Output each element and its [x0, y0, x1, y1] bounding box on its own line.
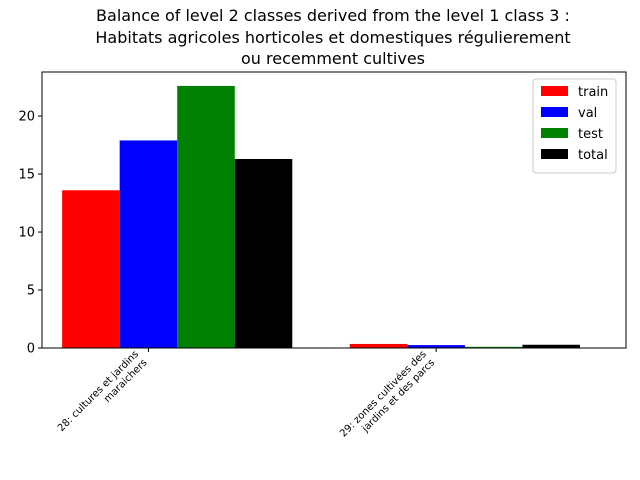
bar-train-1 [349, 343, 408, 348]
x-tick-label-line: jardins et des parcs [360, 357, 438, 435]
legend-label-test: test [578, 127, 603, 142]
bar-val-1 [407, 345, 465, 348]
legend: train val test total [532, 78, 617, 174]
x-tick-label-line: 29: zones cultivées des [337, 348, 428, 439]
y-axis: 0 5 10 15 20 [18, 110, 42, 357]
bars [62, 85, 580, 349]
y-tick-label: 5 [27, 284, 35, 299]
legend-swatch-test [541, 128, 568, 138]
bar-test-0 [177, 85, 235, 349]
bar-total-0 [234, 158, 293, 348]
legend-label-val: val [578, 106, 597, 121]
chart-title: Balance of level 2 classes derived from … [95, 6, 570, 68]
legend-label-total: total [578, 148, 608, 163]
chart-title-line: ou recemment cultives [241, 49, 425, 68]
x-tick-label-line: 28: cultures et jardins [56, 349, 141, 434]
bar-val-0 [119, 140, 178, 348]
bar-train-0 [62, 190, 120, 348]
y-tick-label: 20 [18, 110, 35, 125]
bar-test-1 [464, 346, 523, 348]
y-tick-label: 15 [18, 168, 35, 183]
legend-swatch-total [541, 149, 568, 159]
y-tick-label: 10 [18, 226, 35, 241]
y-tick-label: 0 [27, 342, 35, 357]
bar-total-1 [522, 344, 580, 348]
legend-label-train: train [578, 85, 608, 100]
plot-frame [41, 71, 627, 349]
legend-swatch-train [541, 86, 568, 96]
legend-swatch-val [541, 107, 568, 117]
chart-title-line: Habitats agricoles horticoles et domesti… [95, 28, 570, 47]
chart-title-line: Balance of level 2 classes derived from … [96, 6, 570, 25]
